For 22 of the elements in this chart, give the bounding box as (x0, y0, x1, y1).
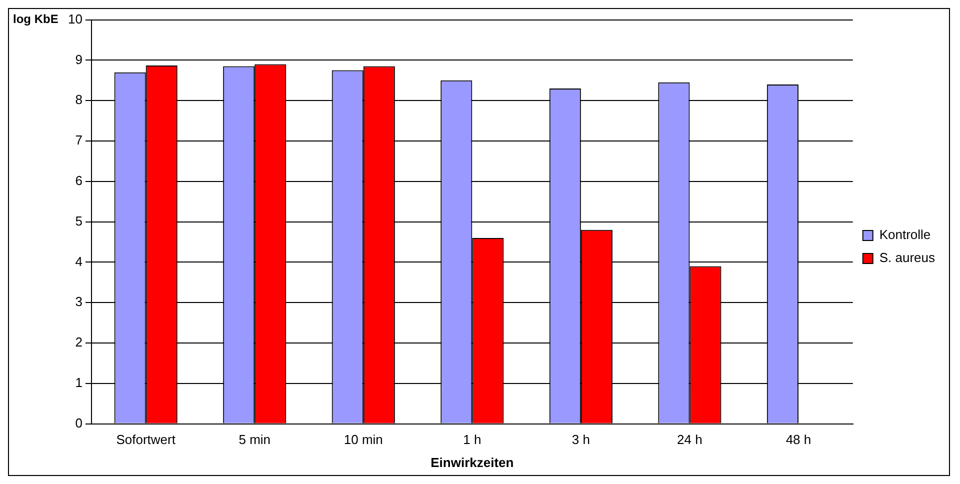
x-tick-label: Sofortwert (116, 432, 176, 448)
x-axis-title: Einwirkzeiten (430, 454, 514, 470)
x-tick-label: 1 h (463, 432, 482, 448)
legend-label: Kontrolle (879, 227, 931, 242)
y-tick-label: 4 (75, 254, 82, 269)
x-tick-label: 5 min (238, 432, 271, 448)
y-tick-label: 8 (75, 92, 82, 108)
y-axis-title: log KbE (13, 12, 58, 26)
y-tick-label: 2 (75, 334, 82, 350)
y-tick-label: 1 (75, 374, 82, 390)
y-tick-label: 9 (75, 52, 82, 67)
y-tick-label: 3 (75, 294, 82, 310)
y-tick-label: 0 (75, 415, 82, 430)
x-tick-label: 3 h (572, 432, 590, 448)
x-tick-label: 24 h (677, 432, 702, 448)
y-tick-label: 7 (75, 132, 82, 148)
y-tick-label: 6 (75, 172, 82, 188)
legend-label: S. aureus (879, 250, 936, 266)
x-tick-label: 48 h (786, 432, 812, 448)
y-tick-label: 5 (75, 213, 82, 228)
y-tick-label: 10 (68, 11, 82, 26)
x-tick-label: 10 min (344, 432, 383, 448)
